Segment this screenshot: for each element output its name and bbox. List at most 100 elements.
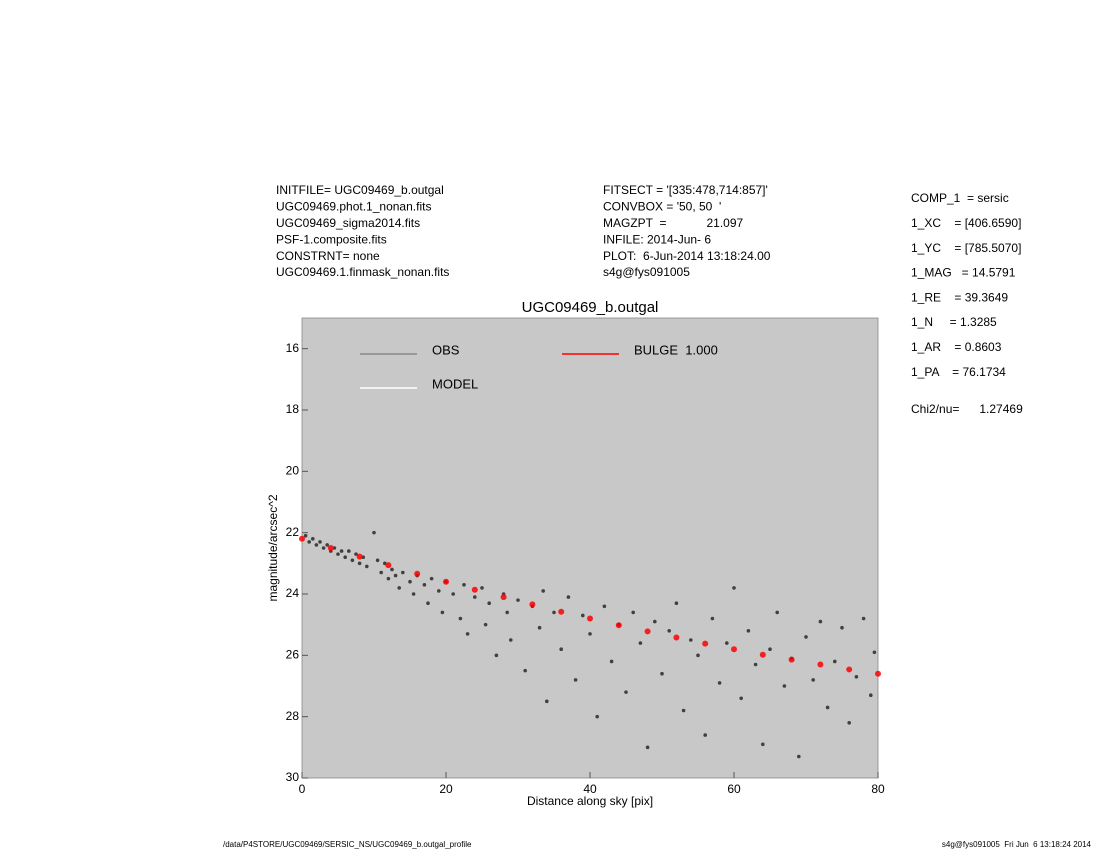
point <box>638 641 643 645</box>
point <box>356 553 363 560</box>
point <box>833 659 837 664</box>
legend-label: MODEL <box>432 376 478 391</box>
point <box>825 705 830 710</box>
point <box>768 647 772 651</box>
point <box>437 589 441 593</box>
y-tick-label: 28 <box>286 709 300 723</box>
point <box>480 586 484 590</box>
point <box>761 742 765 747</box>
point <box>875 670 881 677</box>
plot-area <box>301 317 879 779</box>
point <box>307 540 312 544</box>
fit-param: 1_N = 1.3285 <box>911 315 997 329</box>
point <box>753 662 758 667</box>
point <box>462 583 466 587</box>
point <box>408 579 412 584</box>
x-tick-label: 20 <box>439 782 453 796</box>
point <box>440 610 445 615</box>
point <box>566 595 571 599</box>
y-axis-label: magnitude/arcsec^2 <box>266 494 280 601</box>
header-line: CONSTRNT= none <box>276 249 380 263</box>
point <box>717 681 722 685</box>
header-line: INITFILE= UGC09469_b.outgal <box>276 183 444 197</box>
header-line: PLOT: 6-Jun-2014 13:18:24.00 <box>603 249 771 263</box>
point <box>375 558 380 563</box>
y-tick-label: 18 <box>286 402 300 416</box>
header-line: UGC09469.1.finmask_nonan.fits <box>276 265 449 279</box>
point <box>558 608 565 615</box>
point <box>696 653 700 658</box>
point <box>702 640 709 647</box>
legend-label: OBS <box>432 342 460 357</box>
point <box>573 678 578 682</box>
point <box>653 619 657 624</box>
point <box>414 570 421 577</box>
point <box>840 625 844 630</box>
point <box>861 616 866 621</box>
point <box>390 567 394 572</box>
point <box>509 638 513 642</box>
point <box>299 535 305 542</box>
point <box>393 573 398 578</box>
point <box>401 570 405 575</box>
point <box>347 549 351 553</box>
point <box>325 543 330 547</box>
point <box>673 634 680 641</box>
point <box>731 646 737 653</box>
point <box>541 589 545 593</box>
point <box>782 684 787 688</box>
point <box>732 586 736 590</box>
point <box>872 650 877 655</box>
point <box>473 595 477 599</box>
chart-title: UGC09469_b.outgal <box>522 299 659 316</box>
point <box>615 622 622 629</box>
header-line: UGC09469_sigma2014.fits <box>276 216 420 230</box>
fit-param: COMP_1 = sersic <box>911 191 1009 205</box>
point <box>804 635 808 639</box>
point <box>458 616 463 621</box>
point <box>350 558 355 563</box>
point <box>426 601 430 605</box>
point <box>847 721 851 725</box>
point <box>818 619 823 624</box>
point <box>595 714 599 719</box>
point <box>385 562 392 569</box>
fit-param: 1_MAG = 14.5791 <box>911 266 1016 280</box>
legend-label: BULGE 1.000 <box>634 342 718 357</box>
point <box>759 651 766 658</box>
point <box>775 610 779 615</box>
header-line: PSF-1.composite.fits <box>276 232 387 246</box>
point <box>411 592 416 596</box>
point <box>354 552 358 556</box>
x-tick-label: 60 <box>727 782 741 796</box>
point <box>624 690 628 694</box>
point <box>869 693 873 697</box>
point <box>494 653 499 658</box>
x-tick-label: 40 <box>583 782 597 796</box>
point <box>343 555 348 559</box>
point <box>529 601 536 608</box>
header-line: CONVBOX = '50, 50 ' <box>603 200 721 214</box>
point <box>559 647 563 651</box>
y-tick-label: 30 <box>286 770 300 784</box>
point <box>674 601 679 605</box>
point <box>602 604 607 609</box>
point <box>788 656 795 663</box>
fit-param: 1_XC = [406.6590] <box>911 216 1021 230</box>
point <box>386 576 391 581</box>
point <box>631 610 635 615</box>
y-tick-label: 16 <box>286 341 300 355</box>
point <box>483 622 488 627</box>
point <box>365 564 369 569</box>
chi2: Chi2/nu= 1.27469 <box>911 402 1023 416</box>
point <box>811 678 815 682</box>
point <box>327 545 334 551</box>
point <box>357 561 362 566</box>
point <box>644 628 651 635</box>
point <box>587 615 593 622</box>
point <box>336 552 340 556</box>
header-line: s4g@fys091005 <box>603 265 690 279</box>
x-axis-label: Distance along sky [pix] <box>527 794 653 808</box>
point <box>505 610 510 615</box>
